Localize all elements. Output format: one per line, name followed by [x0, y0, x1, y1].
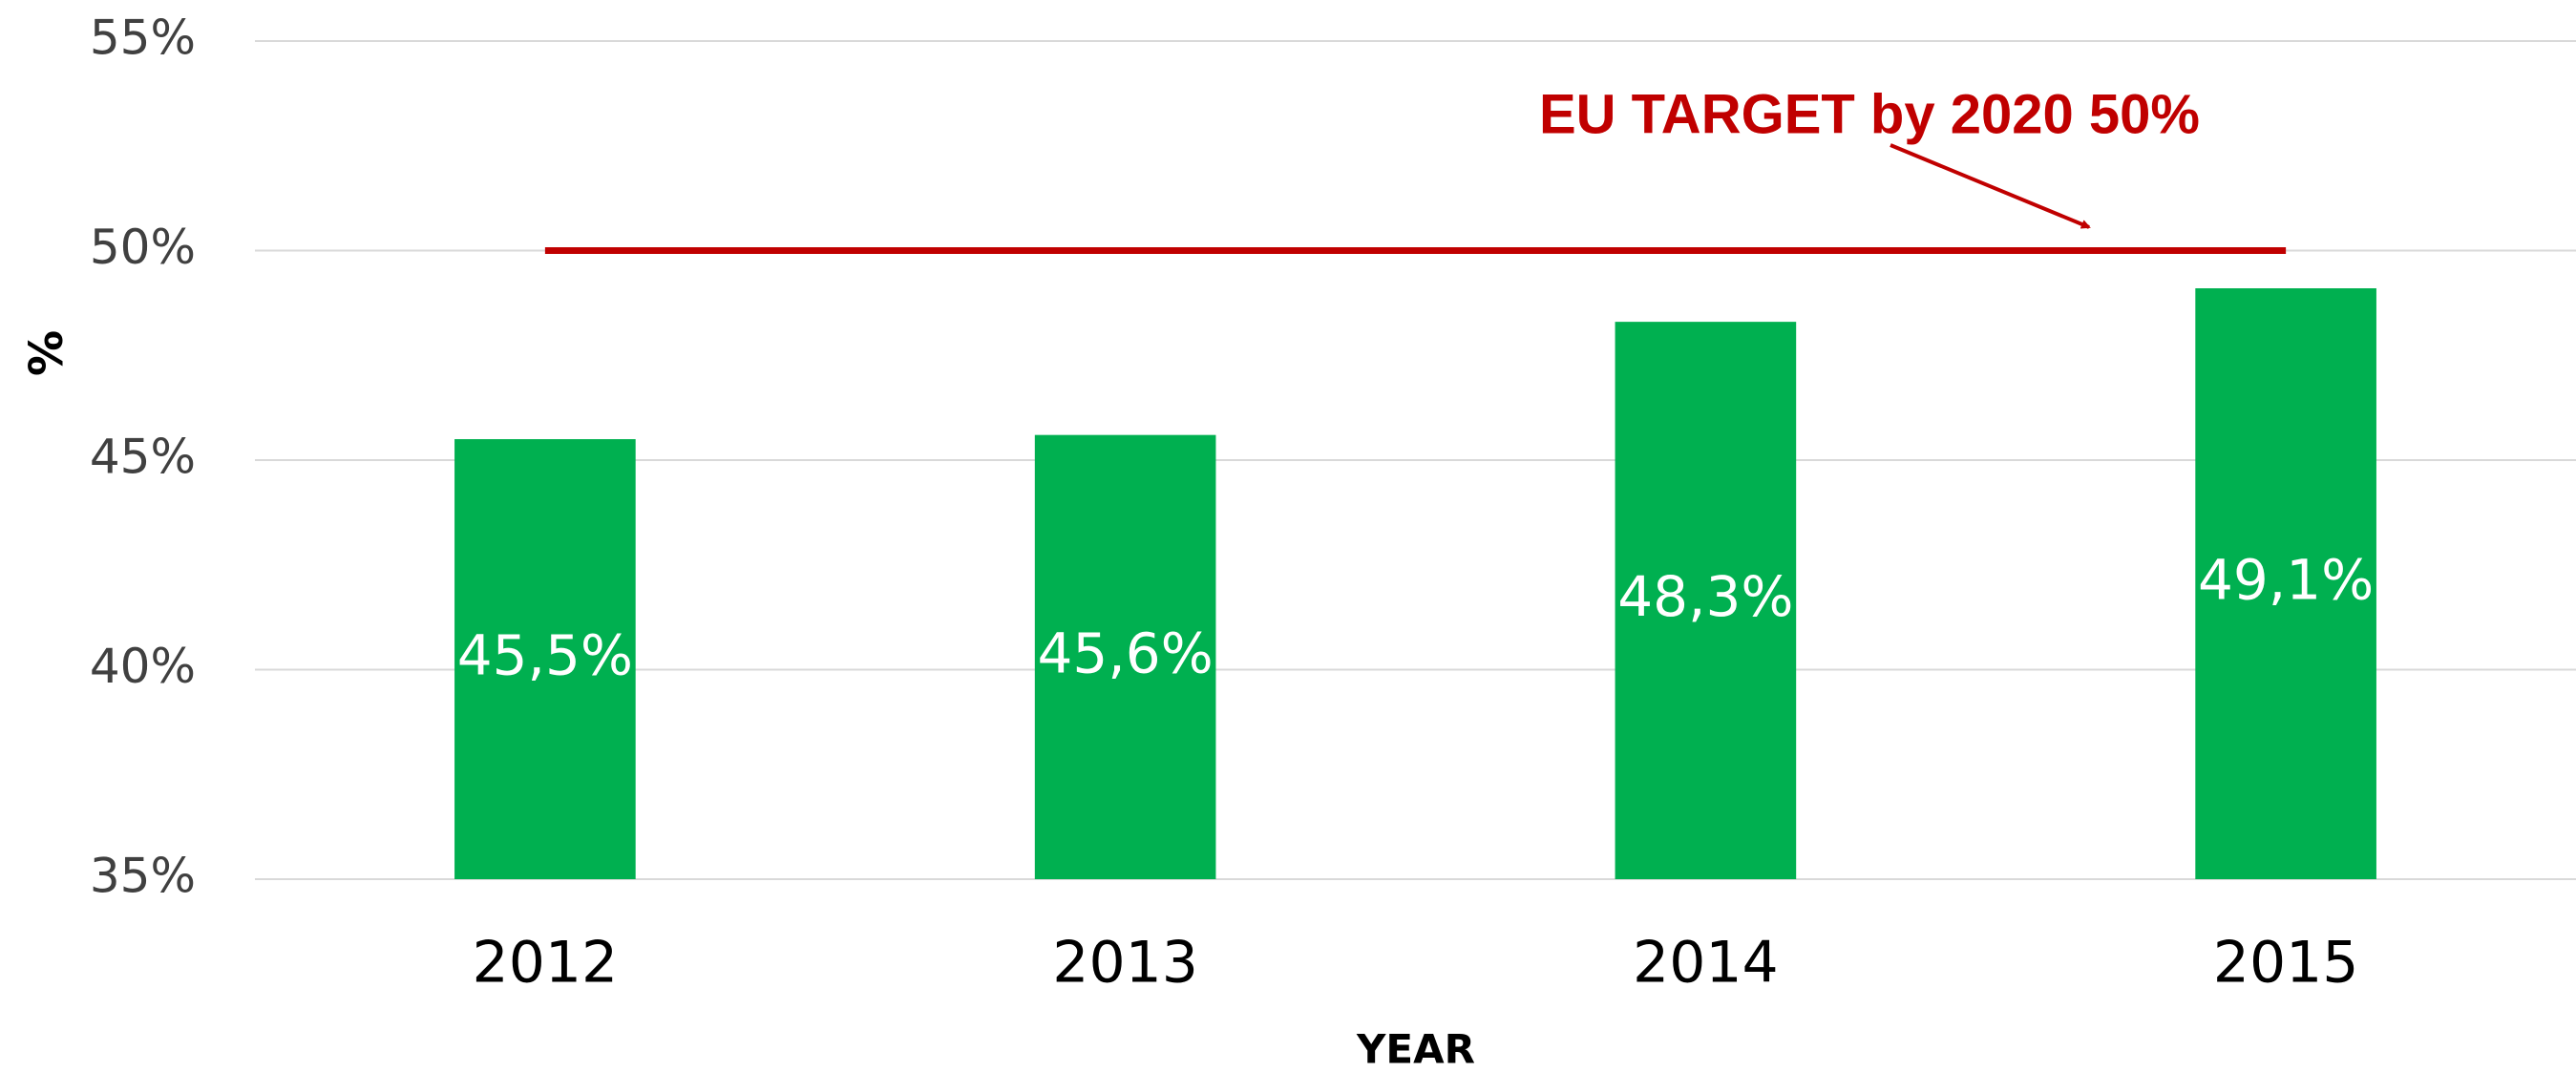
annotation-arrow	[1890, 143, 2091, 229]
value-label: 45,5%	[457, 623, 633, 688]
target-annotation: EU TARGET by 2020 50%	[1539, 83, 2200, 145]
value-label: 49,1%	[2198, 548, 2374, 613]
x-tick-label: 2014	[1633, 930, 1779, 997]
x-tick-label: 2012	[473, 930, 619, 997]
y-tick-label: 50%	[90, 220, 196, 275]
y-axis-label: %	[20, 330, 74, 376]
y-tick-label: 55%	[90, 11, 196, 66]
x-axis-label: YEAR	[1356, 1026, 1475, 1072]
y-tick-label: 45%	[90, 430, 196, 485]
x-tick-label: 2013	[1052, 930, 1198, 997]
bar	[1615, 322, 1797, 879]
y-tick-label: 40%	[90, 639, 196, 694]
x-tick-label: 2015	[2213, 930, 2359, 997]
bar	[2195, 288, 2376, 879]
bar	[454, 439, 636, 879]
value-label: 48,3%	[1617, 564, 1793, 629]
y-tick-label: 35%	[90, 849, 196, 904]
value-label: 45,6%	[1037, 620, 1213, 685]
bar	[1034, 434, 1216, 879]
